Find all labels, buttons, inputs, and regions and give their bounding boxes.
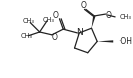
Text: N: N (76, 28, 83, 37)
Text: CH₃: CH₃ (43, 17, 55, 23)
Text: O: O (81, 1, 87, 10)
Text: O: O (106, 11, 111, 20)
Polygon shape (97, 40, 113, 43)
Polygon shape (92, 16, 95, 28)
Text: CH₃: CH₃ (22, 18, 34, 24)
Text: CH₃: CH₃ (20, 33, 32, 39)
Text: CH₃: CH₃ (120, 14, 132, 20)
Text: O: O (53, 11, 59, 20)
Text: ·OH: ·OH (118, 37, 132, 46)
Text: O: O (52, 33, 58, 42)
